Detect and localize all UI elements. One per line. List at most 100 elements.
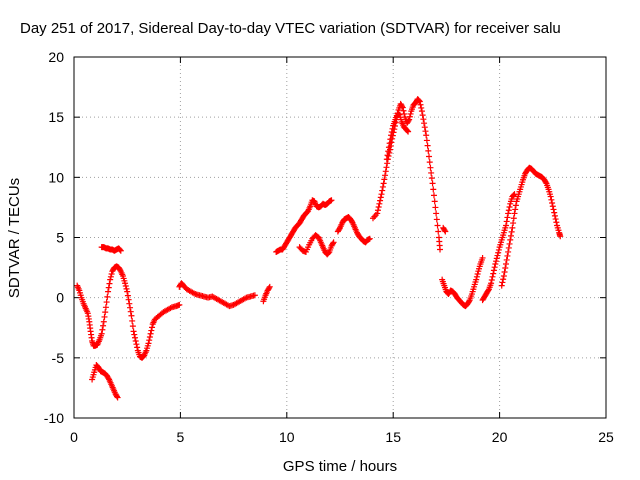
data-point bbox=[473, 276, 480, 283]
data-point bbox=[100, 322, 107, 329]
series-9 bbox=[383, 110, 412, 163]
data-point bbox=[504, 252, 511, 259]
data-point bbox=[146, 333, 153, 340]
data-point bbox=[124, 288, 131, 295]
data-point bbox=[442, 228, 449, 235]
series-5 bbox=[273, 197, 335, 255]
data-point bbox=[557, 233, 564, 240]
plot-frame bbox=[73, 56, 607, 419]
data-point bbox=[375, 204, 382, 211]
data-point bbox=[107, 276, 114, 283]
data-point bbox=[176, 301, 183, 308]
data-point bbox=[407, 110, 414, 117]
data-point bbox=[389, 125, 396, 132]
data-point bbox=[133, 341, 140, 348]
data-point bbox=[420, 116, 427, 123]
data-point bbox=[493, 255, 500, 262]
data-point bbox=[510, 191, 517, 198]
data-point bbox=[499, 279, 506, 286]
data-point bbox=[132, 337, 139, 344]
data-point bbox=[491, 264, 498, 271]
data-point bbox=[426, 153, 433, 160]
data-point bbox=[423, 137, 430, 144]
data-point bbox=[98, 330, 105, 337]
data-point bbox=[131, 331, 138, 338]
data-point bbox=[105, 288, 112, 295]
data-point bbox=[430, 192, 437, 199]
data-point bbox=[503, 218, 510, 225]
data-point bbox=[122, 280, 129, 287]
data-point bbox=[418, 108, 425, 115]
x-tick-label: 25 bbox=[598, 429, 614, 445]
data-point bbox=[418, 104, 425, 111]
data-point bbox=[401, 110, 408, 117]
data-point bbox=[495, 249, 502, 256]
data-point bbox=[494, 252, 501, 259]
data-point bbox=[377, 197, 384, 204]
data-point bbox=[374, 207, 381, 214]
data-point bbox=[433, 216, 440, 223]
data-point bbox=[432, 204, 439, 211]
data-point bbox=[399, 103, 406, 110]
data-point bbox=[435, 228, 442, 235]
data-point bbox=[508, 228, 515, 235]
data-point bbox=[366, 235, 373, 242]
data-point bbox=[421, 124, 428, 131]
data-point bbox=[501, 268, 508, 275]
x-tick-label: 10 bbox=[279, 429, 295, 445]
series-13 bbox=[498, 164, 564, 289]
data-point bbox=[129, 317, 136, 324]
data-point bbox=[400, 107, 407, 114]
series-8 bbox=[369, 96, 444, 253]
data-point bbox=[100, 318, 107, 325]
data-point bbox=[379, 187, 386, 194]
data-point bbox=[551, 209, 558, 216]
series-0 bbox=[74, 263, 183, 361]
data-point bbox=[509, 224, 516, 231]
data-point bbox=[505, 207, 512, 214]
data-point bbox=[473, 273, 480, 280]
data-point bbox=[505, 210, 512, 217]
data-point bbox=[102, 304, 109, 311]
data-point bbox=[385, 148, 392, 155]
data-point bbox=[404, 127, 411, 134]
data-point bbox=[437, 246, 444, 253]
data-point bbox=[406, 116, 413, 123]
data-point bbox=[105, 284, 112, 291]
data-point bbox=[542, 179, 549, 186]
data-point bbox=[102, 309, 109, 316]
data-point bbox=[382, 172, 389, 179]
data-point bbox=[441, 227, 448, 234]
data-point bbox=[428, 175, 435, 182]
data-point bbox=[266, 283, 273, 290]
data-point bbox=[374, 210, 381, 217]
data-point bbox=[416, 98, 423, 105]
data-point bbox=[507, 232, 514, 239]
series-4 bbox=[260, 283, 273, 305]
x-tick-label: 20 bbox=[492, 429, 508, 445]
series-6 bbox=[296, 232, 337, 258]
data-point bbox=[388, 132, 395, 139]
data-point bbox=[474, 271, 481, 278]
data-point bbox=[551, 212, 558, 219]
data-point bbox=[425, 147, 432, 154]
series-10 bbox=[440, 224, 449, 235]
data-point bbox=[376, 200, 383, 207]
data-point bbox=[466, 298, 473, 305]
series-1 bbox=[89, 362, 121, 401]
data-point bbox=[383, 164, 390, 171]
data-point bbox=[380, 180, 387, 187]
data-points bbox=[74, 96, 564, 401]
x-axis-label: GPS time / hours bbox=[283, 458, 397, 475]
data-point bbox=[505, 248, 512, 255]
data-point bbox=[550, 206, 557, 213]
data-point bbox=[489, 273, 496, 280]
data-point bbox=[377, 194, 384, 201]
series-7 bbox=[334, 214, 373, 246]
data-point bbox=[495, 246, 502, 253]
data-point bbox=[106, 280, 113, 287]
data-point bbox=[117, 247, 124, 254]
x-tick-label: 15 bbox=[385, 429, 401, 445]
data-point bbox=[387, 136, 394, 143]
tick-labels: 0 5 10 15 20 25 -10 -5 0 5 10 15 20 bbox=[44, 49, 614, 445]
